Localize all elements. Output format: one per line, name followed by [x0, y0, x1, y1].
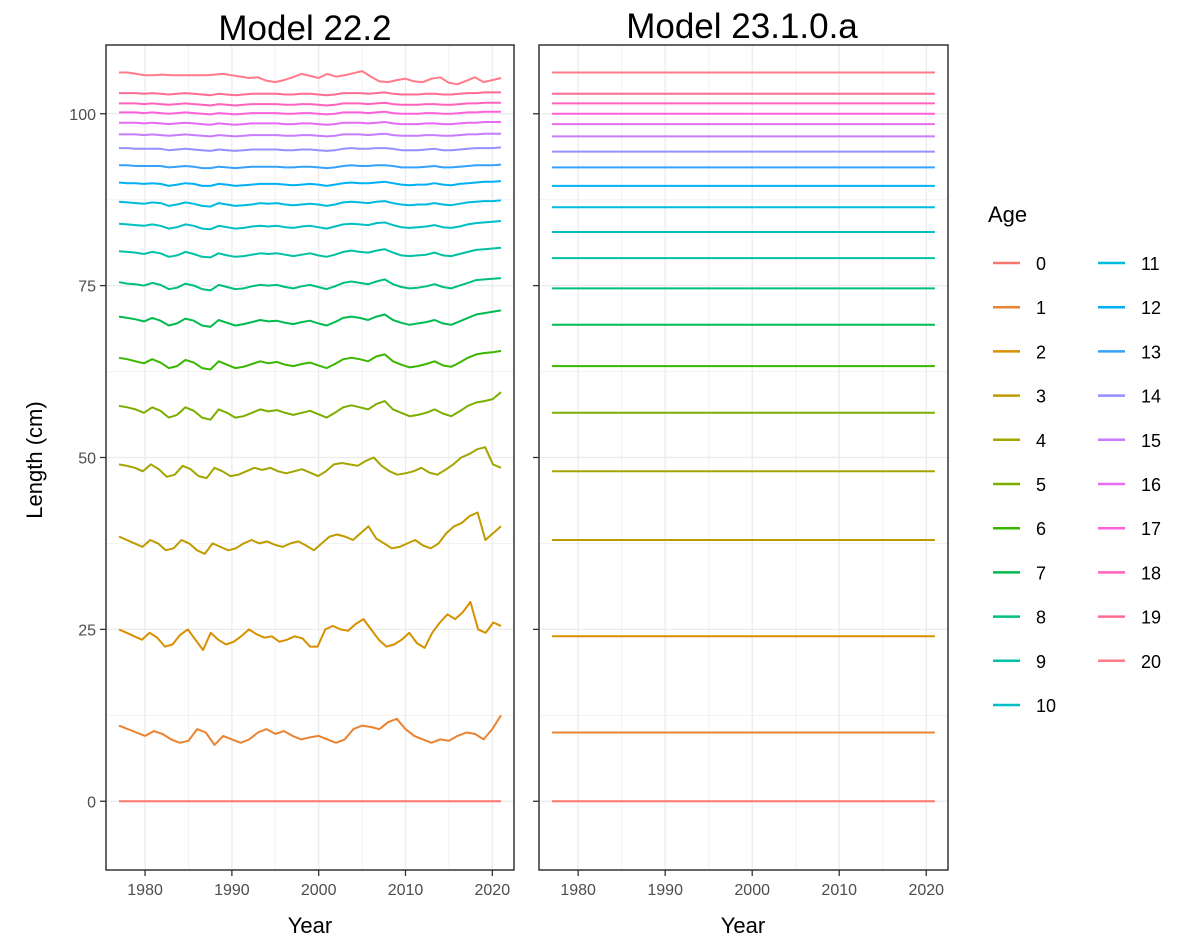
series-line-age-20	[119, 70, 502, 86]
series-line-age-4	[118, 446, 502, 480]
y-tick-label: 100	[69, 107, 96, 124]
legend-label-age-5: 5	[1036, 475, 1046, 495]
legend-label-age-15: 15	[1141, 431, 1161, 451]
panel-title-left: Model 22.2	[218, 9, 391, 48]
legend-label-age-8: 8	[1036, 608, 1046, 628]
series-line-age-14	[119, 146, 502, 152]
x-tick-label: 2000	[734, 882, 770, 899]
series-line-age-10	[118, 220, 502, 231]
x-tick-label: 2020	[475, 882, 511, 899]
legend-label-age-13: 13	[1141, 342, 1161, 362]
x-tick-label: 1980	[127, 882, 163, 899]
series-line-age-19	[119, 91, 501, 97]
legend-label-age-19: 19	[1141, 608, 1161, 628]
x-tick-label: 2000	[301, 882, 337, 899]
legend-label-age-17: 17	[1141, 519, 1161, 539]
series-line-age-6	[118, 349, 502, 371]
series-line-age-16	[119, 121, 501, 126]
legend-label-age-12: 12	[1141, 298, 1161, 318]
y-tick-label: 25	[78, 622, 96, 639]
series-line-age-2	[118, 600, 502, 651]
x-axis-title-right: Year	[721, 913, 765, 938]
legend-label-age-18: 18	[1141, 563, 1161, 583]
legend-label-age-0: 0	[1036, 254, 1046, 274]
y-axis: 0 25 50 75 100	[69, 107, 96, 812]
series-line-age-13	[119, 163, 502, 170]
series-line-age-9	[118, 246, 502, 259]
legend-label-age-16: 16	[1141, 475, 1161, 495]
y-tick-label: 0	[87, 794, 96, 811]
legend-title: Age	[988, 202, 1027, 227]
x-axis-title-left: Year	[288, 913, 332, 938]
y-tick-label: 75	[78, 279, 96, 296]
legend-label-age-10: 10	[1036, 696, 1056, 716]
panel-model-23-1-0-a: 1980 1990 2000 2010 2020	[533, 44, 949, 899]
legend-label-age-14: 14	[1141, 387, 1161, 407]
legend-label-age-2: 2	[1036, 342, 1046, 362]
panel-title-right: Model 23.1.0.a	[626, 7, 858, 46]
series-line-age-7	[118, 309, 502, 328]
legend-label-age-6: 6	[1036, 519, 1046, 539]
legend-label-age-1: 1	[1036, 298, 1046, 318]
series-line-age-11	[118, 199, 502, 208]
y-tick-label: 50	[78, 451, 96, 468]
x-tick-label: 1990	[647, 882, 683, 899]
legend-label-age-3: 3	[1036, 387, 1046, 407]
series-line-age-17	[119, 110, 501, 116]
x-tick-label: 1980	[560, 882, 596, 899]
legend-label-age-7: 7	[1036, 563, 1046, 583]
x-tick-label: 2010	[821, 882, 857, 899]
series-line-age-1	[118, 714, 502, 746]
series-line-age-18	[119, 101, 501, 107]
series-line-age-3	[118, 511, 502, 555]
series-line-age-8	[118, 277, 502, 292]
panel-model-22-2: 1980 1990 2000 2010 2020	[100, 44, 515, 899]
series-line-age-15	[119, 132, 501, 138]
legend-label-age-4: 4	[1036, 431, 1046, 451]
legend-label-age-9: 9	[1036, 652, 1046, 672]
series-line-age-12	[118, 180, 502, 187]
series-line-age-5	[118, 391, 502, 421]
x-tick-label: 2020	[908, 882, 944, 899]
legend-label-age-20: 20	[1141, 652, 1161, 672]
y-axis-title: Length (cm)	[22, 401, 47, 518]
x-tick-label: 2010	[388, 882, 424, 899]
x-tick-label: 1990	[214, 882, 250, 899]
legend-label-age-11: 11	[1141, 254, 1160, 274]
